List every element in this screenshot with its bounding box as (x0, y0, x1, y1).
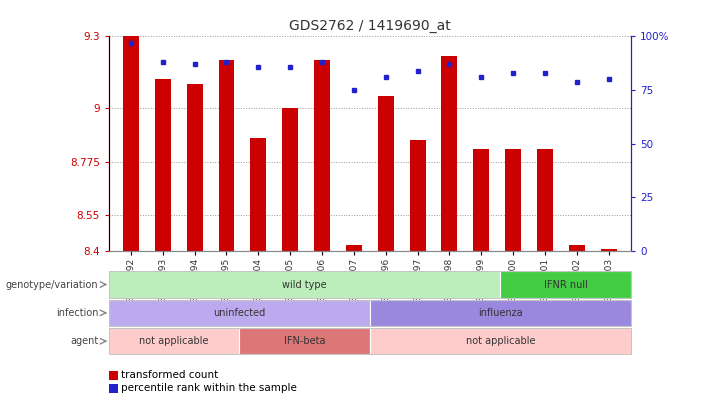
Bar (473, 149, 489, 251)
Bar (537, 149, 553, 251)
Bar (155, 79, 171, 251)
Text: agent: agent (70, 336, 98, 346)
Bar (601, 249, 617, 251)
Text: wild type: wild type (283, 279, 327, 290)
Text: not applicable: not applicable (465, 336, 535, 346)
Bar (219, 60, 234, 251)
Text: transformed count: transformed count (121, 371, 219, 380)
Bar (123, 36, 139, 251)
Bar (186, 84, 203, 251)
Text: infection: infection (55, 308, 98, 318)
Text: uninfected: uninfected (213, 308, 266, 318)
Text: genotype/variation: genotype/variation (6, 279, 98, 290)
Bar (569, 245, 585, 251)
Bar (409, 140, 426, 251)
Bar (283, 108, 298, 251)
Bar (442, 55, 457, 251)
Text: IFNR null: IFNR null (544, 279, 587, 290)
Text: not applicable: not applicable (139, 336, 209, 346)
Text: IFN-beta: IFN-beta (284, 336, 325, 346)
Bar (346, 245, 362, 251)
Bar (505, 149, 521, 251)
Text: influenza: influenza (478, 308, 523, 318)
Bar (378, 96, 394, 251)
Bar (250, 138, 266, 251)
Title: GDS2762 / 1419690_at: GDS2762 / 1419690_at (289, 19, 451, 33)
Text: percentile rank within the sample: percentile rank within the sample (121, 384, 297, 393)
Bar (314, 60, 330, 251)
